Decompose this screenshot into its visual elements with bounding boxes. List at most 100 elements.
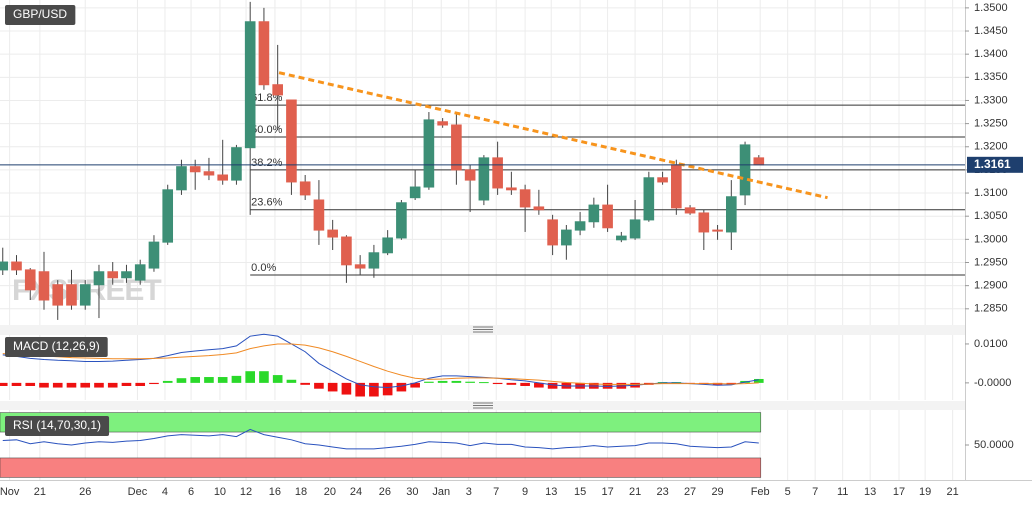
candle-body [602, 204, 613, 229]
histogram-bar [602, 382, 613, 389]
candle-body [684, 207, 696, 214]
histogram-bar [451, 380, 462, 383]
candle-body [657, 177, 668, 183]
histogram-bar [66, 382, 77, 388]
histogram-bar [204, 377, 214, 383]
histogram-bar [753, 378, 764, 383]
histogram-bar [424, 381, 434, 383]
candle-body [396, 202, 407, 239]
histogram-bar [506, 382, 517, 385]
panel-title: MACD (12,26,9) [13, 339, 100, 353]
histogram-bar [314, 382, 324, 389]
candle-body [451, 124, 462, 171]
y-tick-label: 1.2950 [974, 256, 1008, 268]
fib-label: 23.6% [251, 197, 282, 209]
y-tick-label: 1.3500 [974, 2, 1008, 14]
candle-body [547, 219, 558, 246]
candle-body [231, 147, 242, 181]
candle-body [341, 236, 352, 266]
x-tick-label: 26 [379, 486, 391, 498]
candle-body [217, 174, 229, 181]
histogram-bar [25, 382, 36, 386]
x-tick-label: 6 [188, 486, 194, 498]
x-tick-label: 21 [947, 486, 959, 498]
last-price-label: 1.3161 [974, 157, 1011, 171]
x-tick-label: 3 [466, 486, 472, 498]
y-tick-label: 1.3200 [974, 141, 1008, 153]
candle-body [148, 241, 160, 269]
histogram-bar [437, 380, 448, 383]
histogram-bar [121, 382, 132, 386]
panel-title: GBP/USD [13, 7, 67, 21]
candle-body [492, 157, 503, 189]
histogram-bar [259, 371, 269, 383]
x-tick-label: 9 [522, 486, 528, 498]
candle-body [121, 271, 132, 279]
histogram-bar [39, 382, 49, 388]
histogram-bar [52, 382, 63, 388]
y-tick-label: 50.0000 [974, 439, 1014, 451]
candle-body [52, 284, 64, 306]
candle-body [437, 121, 448, 126]
y-tick-label: -0.0000 [974, 377, 1011, 389]
candle-body [478, 157, 490, 201]
candle-body [725, 196, 737, 233]
indicator-line [2, 333, 759, 389]
candle-body [519, 189, 531, 208]
candle-body [134, 264, 146, 281]
candle-body [299, 181, 311, 196]
x-tick-label: 19 [919, 486, 931, 498]
histogram-bar [107, 382, 118, 388]
candle-body [561, 229, 572, 246]
x-tick-label: 17 [893, 486, 905, 498]
histogram-bar [534, 382, 544, 388]
x-tick-label: 17 [601, 486, 613, 498]
panel-title-box [5, 416, 110, 436]
x-tick-label: Feb [751, 486, 770, 498]
histogram-bar [0, 382, 8, 386]
x-tick-label: 27 [684, 486, 696, 498]
candle-body [313, 199, 325, 231]
last-price-box [967, 156, 1023, 173]
fib-label: 50.0% [251, 124, 282, 136]
candle-body [286, 99, 297, 183]
x-tick-label: 18 [295, 486, 307, 498]
candle-body [162, 189, 174, 243]
histogram-bar [382, 382, 393, 396]
candle-body [93, 271, 105, 286]
histogram-bar [176, 378, 187, 383]
candle-body [533, 206, 545, 211]
trend-line [278, 71, 828, 200]
candle-body [368, 252, 380, 269]
histogram-bar [217, 377, 228, 383]
y-tick-label: 1.3000 [974, 233, 1008, 245]
histogram-bar [245, 371, 255, 383]
histogram-bar [135, 382, 146, 386]
x-tick-label: 15 [574, 486, 586, 498]
rsi-band [0, 412, 762, 433]
fib-label: 0.0% [251, 262, 276, 274]
histogram-bar [149, 382, 159, 385]
candle-body [739, 144, 751, 196]
candle-body [588, 204, 600, 223]
x-tick-label: 7 [812, 486, 818, 498]
y-tick-label: 1.3050 [974, 210, 1008, 222]
histogram-bar [492, 382, 503, 385]
y-tick-label: 1.2850 [974, 303, 1008, 315]
x-tick-label: 12 [240, 486, 252, 498]
histogram-bar [369, 382, 379, 397]
x-tick-label: Jan [432, 486, 450, 498]
histogram-bar [465, 381, 475, 383]
candle-body [629, 219, 641, 239]
panel-title: RSI (14,70,30,1) [13, 418, 101, 432]
y-tick-label: 1.2900 [974, 280, 1008, 292]
panel-title-box [5, 5, 76, 25]
candle-body [66, 284, 77, 306]
candle-body [79, 284, 91, 306]
candle-body [107, 271, 119, 279]
candle-body [258, 21, 270, 86]
histogram-bar [190, 377, 201, 383]
candle-body [698, 212, 710, 233]
x-tick-label: 29 [711, 486, 723, 498]
candle-body [0, 261, 9, 271]
